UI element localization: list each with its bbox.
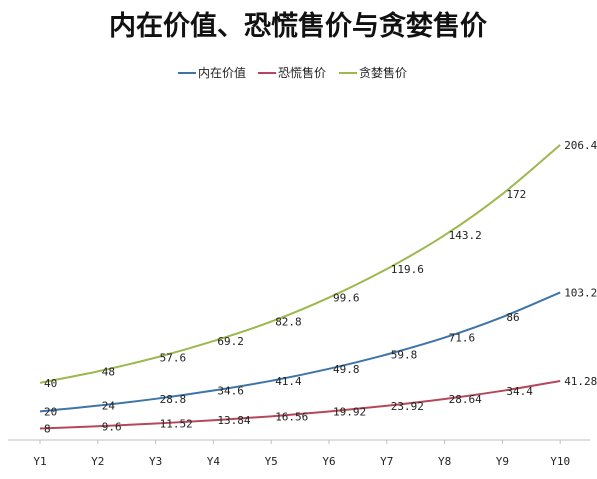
legend: 内在价值 恐慌售价 贪婪售价 [178, 65, 407, 80]
data-label: 57.6 [160, 352, 187, 365]
x-tick-label: Y4 [207, 455, 221, 468]
data-label: 119.6 [391, 263, 424, 276]
data-label: 59.8 [391, 348, 418, 361]
data-label: 69.2 [217, 335, 244, 348]
data-label: 24 [102, 400, 116, 413]
x-tick-label: Y2 [91, 455, 104, 468]
data-label: 23.92 [391, 400, 424, 413]
series-line-3 [39, 144, 561, 384]
data-label: 28.64 [449, 393, 482, 406]
series-lines [39, 144, 561, 430]
data-label: 28.8 [160, 393, 187, 406]
data-label: 99.6 [333, 292, 360, 305]
data-label: 19.92 [333, 406, 366, 419]
chart-title: 内在价值、恐慌售价与贪婪售价 [109, 10, 488, 42]
x-tick-label: Y8 [438, 455, 451, 468]
data-label: 41.28 [564, 375, 597, 388]
x-tick-label: Y7 [380, 455, 393, 468]
legend-label-2: 恐慌售价 [278, 65, 326, 80]
data-label: 103.2 [564, 286, 597, 299]
x-tick-label: Y5 [265, 455, 278, 468]
data-label: 34.4 [506, 385, 533, 398]
data-label: 49.8 [333, 363, 360, 376]
x-tick-label: Y6 [322, 455, 335, 468]
legend-label-1: 内在价值 [198, 65, 246, 80]
series-line-2 [39, 379, 561, 430]
data-label: 20 [44, 405, 57, 418]
series-line-1 [39, 291, 561, 413]
legend-label-3: 贪婪售价 [359, 65, 407, 80]
data-label: 11.52 [160, 418, 193, 431]
data-label: 40 [44, 377, 57, 390]
x-tick-label: Y3 [149, 455, 162, 468]
data-label: 41.4 [275, 375, 302, 388]
x-tick-label: Y1 [33, 455, 46, 468]
data-label: 71.6 [449, 332, 476, 345]
data-label: 86 [506, 311, 519, 324]
x-tick-label: Y10 [550, 455, 570, 468]
x-tick-label: Y9 [496, 455, 509, 468]
data-label: 8 [44, 423, 51, 436]
data-label: 16.56 [275, 410, 308, 423]
data-labels: 20 24 28.8 34.6 41.4 49.8 59.8 71.6 86 103.2 8 9.6 1… [44, 139, 597, 436]
data-label: 48 [102, 365, 115, 378]
data-label: 82.8 [275, 316, 302, 329]
x-axis-ticks: Y1 Y2 Y3 Y4 Y5 Y6 Y7 Y8 Y9 Y10 [33, 440, 570, 468]
data-label: 34.6 [217, 385, 244, 398]
data-label: 172 [506, 188, 526, 201]
data-label: 9.6 [102, 420, 122, 433]
data-label: 13.84 [217, 414, 250, 427]
data-label: 206.4 [564, 139, 597, 152]
data-label: 143.2 [449, 229, 482, 242]
